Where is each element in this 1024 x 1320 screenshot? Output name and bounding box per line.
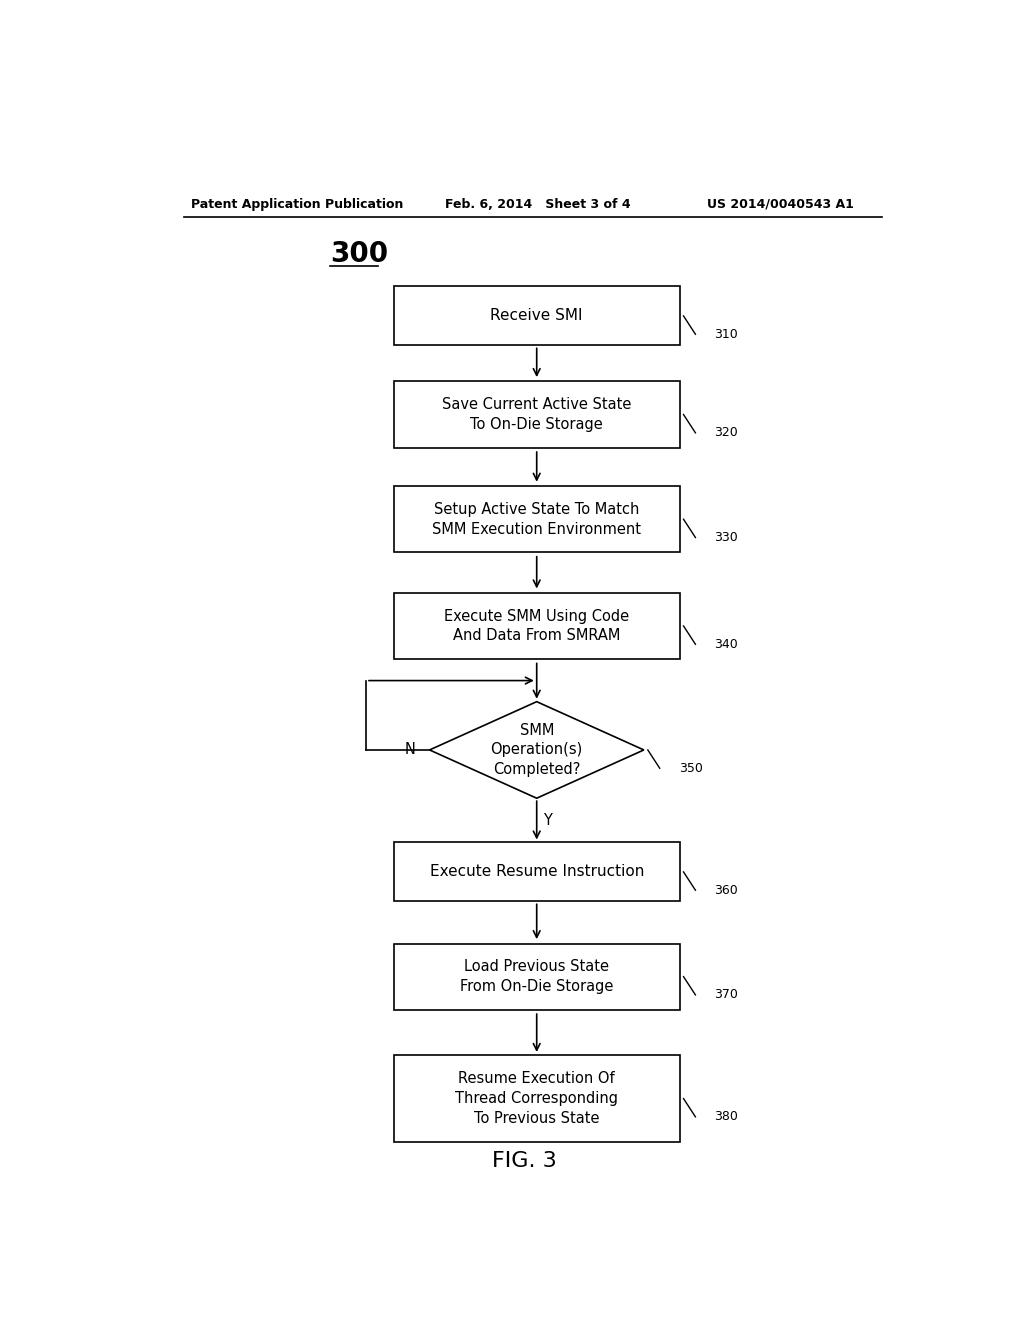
Text: Load Previous State
From On-Die Storage: Load Previous State From On-Die Storage: [460, 960, 613, 994]
Text: 330: 330: [715, 531, 738, 544]
Text: 300: 300: [331, 240, 388, 268]
Text: Execute SMM Using Code
And Data From SMRAM: Execute SMM Using Code And Data From SMR…: [444, 609, 630, 643]
FancyBboxPatch shape: [394, 381, 680, 447]
Text: Patent Application Publication: Patent Application Publication: [191, 198, 403, 211]
Text: US 2014/0040543 A1: US 2014/0040543 A1: [708, 198, 854, 211]
Text: Feb. 6, 2014   Sheet 3 of 4: Feb. 6, 2014 Sheet 3 of 4: [445, 198, 631, 211]
FancyBboxPatch shape: [394, 593, 680, 659]
Text: 380: 380: [715, 1110, 738, 1123]
Text: Execute Resume Instruction: Execute Resume Instruction: [429, 865, 644, 879]
Polygon shape: [430, 702, 644, 799]
Text: Resume Execution Of
Thread Corresponding
To Previous State: Resume Execution Of Thread Corresponding…: [456, 1072, 618, 1126]
Text: 310: 310: [715, 327, 738, 341]
Text: Save Current Active State
To On-Die Storage: Save Current Active State To On-Die Stor…: [442, 397, 632, 432]
Text: Setup Active State To Match
SMM Execution Environment: Setup Active State To Match SMM Executio…: [432, 502, 641, 537]
Text: Y: Y: [543, 813, 552, 828]
Text: 360: 360: [715, 883, 738, 896]
FancyBboxPatch shape: [394, 486, 680, 552]
Text: 320: 320: [715, 426, 738, 440]
Text: Receive SMI: Receive SMI: [490, 309, 583, 323]
Text: 370: 370: [715, 989, 738, 1002]
Text: N: N: [404, 742, 415, 758]
Text: 340: 340: [715, 638, 738, 651]
FancyBboxPatch shape: [394, 944, 680, 1010]
FancyBboxPatch shape: [394, 1056, 680, 1142]
FancyBboxPatch shape: [394, 286, 680, 346]
Text: 350: 350: [679, 762, 702, 775]
Text: FIG. 3: FIG. 3: [493, 1151, 557, 1171]
FancyBboxPatch shape: [394, 842, 680, 902]
Text: SMM
Operation(s)
Completed?: SMM Operation(s) Completed?: [490, 722, 583, 777]
